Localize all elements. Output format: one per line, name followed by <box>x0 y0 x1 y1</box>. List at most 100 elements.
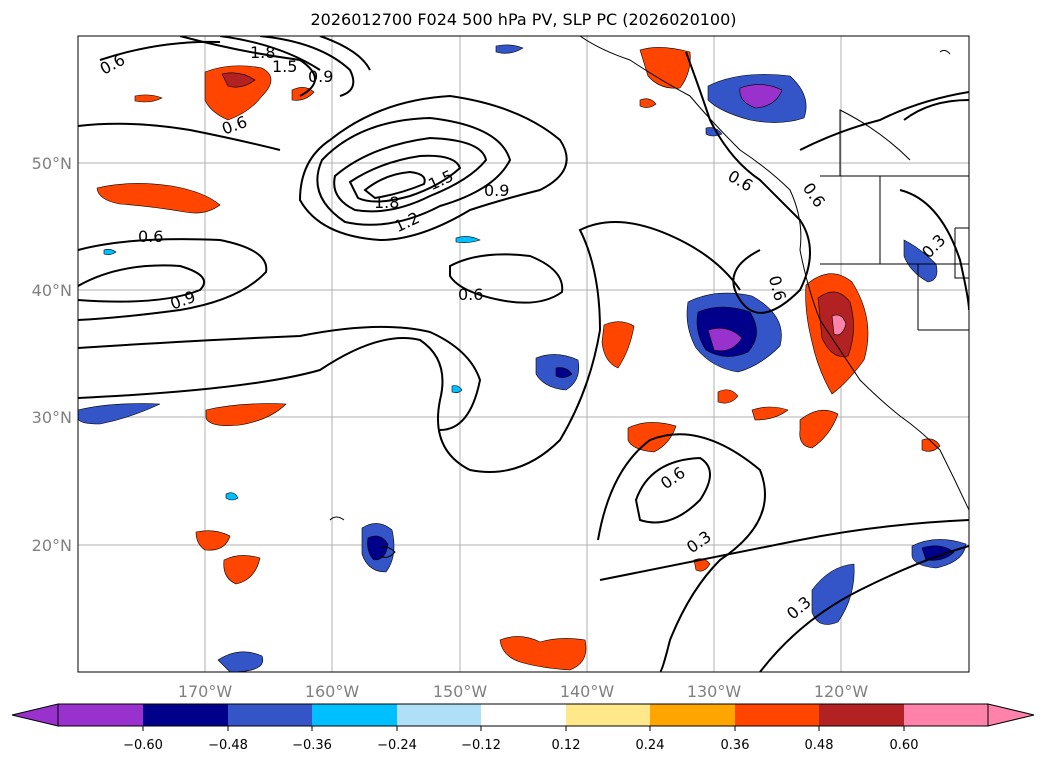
colorbar-frame <box>57 703 989 727</box>
colorbar-tick-label: −0.12 <box>461 738 501 753</box>
pv-blob <box>639 98 657 108</box>
contour-line <box>363 170 426 200</box>
colorbar-segment <box>143 704 228 726</box>
lat-label: 50°N <box>32 154 72 173</box>
contour-line <box>333 136 488 213</box>
contour-line <box>799 91 969 151</box>
contour-line <box>759 545 969 672</box>
pv-blob <box>451 385 463 393</box>
contour-label: 0.6 <box>458 285 483 304</box>
colorbar-extend-right <box>987 703 1035 727</box>
pv-blob <box>627 422 677 453</box>
contour-line <box>78 325 482 431</box>
colorbar-tick-label: 0.60 <box>890 738 919 753</box>
lon-label: 130°W <box>687 682 742 701</box>
map-title: 2026012700 F024 500 hPa PV, SLP PC (2026… <box>310 10 737 29</box>
colorbar-segment <box>904 704 988 726</box>
contour-line <box>78 238 268 321</box>
lat-label: 30°N <box>32 408 72 427</box>
contour-line <box>219 36 321 71</box>
colorbar-tick-label: 0.48 <box>805 738 834 753</box>
pv-blob <box>103 249 117 255</box>
coastline-path <box>954 227 969 279</box>
contour-line <box>597 433 766 672</box>
pv-blob <box>455 236 481 243</box>
colorbar-tick-label: −0.24 <box>377 738 417 753</box>
coastline-path <box>579 36 969 511</box>
pv-blob <box>499 636 587 671</box>
colorbar-ticks <box>142 726 905 731</box>
pv-blob <box>555 367 573 378</box>
colorbar-tick-label: −0.60 <box>123 738 163 753</box>
colorbar-segment <box>819 704 904 726</box>
contour-line <box>348 154 462 203</box>
pv-blob <box>921 545 955 561</box>
contour-label: 0.9 <box>484 181 509 200</box>
contour-line <box>179 36 316 97</box>
slp-contours <box>78 36 969 672</box>
pv-blob <box>195 530 231 551</box>
colorbar-tick-label: 0.24 <box>636 738 665 753</box>
colorbar-segment <box>397 704 481 726</box>
contour-line <box>449 253 564 304</box>
colorbar-tick-label: −0.36 <box>292 738 332 753</box>
pv-blob <box>217 651 264 672</box>
pv-blob <box>221 72 256 88</box>
pv-blob <box>799 409 839 449</box>
lat-label: 20°N <box>32 536 72 555</box>
contour-label: 1.5 <box>272 57 297 76</box>
contour-label: 0.6 <box>138 227 163 246</box>
lon-label: 120°W <box>814 682 869 701</box>
pv-blob <box>751 406 789 421</box>
colorbar-tick-label: 0.36 <box>721 738 750 753</box>
contour-line <box>316 116 512 226</box>
coastline-path <box>839 109 911 176</box>
colorbar-segment <box>566 704 650 726</box>
colorbar-segment <box>312 704 397 726</box>
pv-blob <box>831 314 847 336</box>
pv-positive-blobs <box>96 47 941 671</box>
pv-blob <box>96 183 221 214</box>
contour-line <box>634 456 711 524</box>
colorbar-segment <box>735 704 819 726</box>
pv-blob <box>134 94 163 103</box>
coastline <box>329 36 969 558</box>
pv-blob <box>78 403 161 425</box>
contour-line <box>78 264 205 303</box>
contour-line <box>319 36 371 71</box>
pv-blob <box>495 44 524 54</box>
colorbar-extend-left <box>11 703 59 727</box>
pv-blob <box>639 47 691 89</box>
map-frame <box>77 35 970 673</box>
contour-line <box>78 221 741 473</box>
coastline-path <box>939 49 951 55</box>
pv-blob <box>811 563 855 625</box>
colorbar-segment <box>58 704 143 726</box>
lon-label: 170°W <box>178 682 233 701</box>
contour-line <box>259 36 355 97</box>
coastline-path <box>820 176 969 331</box>
lon-label: 150°W <box>433 682 488 701</box>
latitude-labels: 50°N 40°N 30°N 20°N <box>32 154 72 555</box>
contour-line <box>78 122 281 151</box>
lon-label: 160°W <box>305 682 360 701</box>
lon-label: 140°W <box>560 682 615 701</box>
pv-blob <box>225 492 239 501</box>
contour-line <box>903 99 969 121</box>
pv-blob <box>903 239 938 283</box>
colorbar-segment <box>650 704 735 726</box>
lat-label: 40°N <box>32 281 72 300</box>
pv-blob <box>204 65 272 121</box>
pv-blob <box>739 84 783 109</box>
contour-line <box>298 94 568 242</box>
colorbar-tick-label: 0.12 <box>552 738 581 753</box>
colorbar: −0.60 −0.48 −0.36 −0.24 −0.12 0.12 0.24 … <box>11 703 1035 753</box>
contour-line <box>899 189 969 311</box>
pv-blob <box>601 321 635 369</box>
colorbar-tick-label: −0.48 <box>208 738 248 753</box>
pv-blob <box>707 327 743 352</box>
colorbar-segment <box>481 704 566 726</box>
coastline-path <box>329 516 396 558</box>
pv-blob <box>693 558 711 572</box>
